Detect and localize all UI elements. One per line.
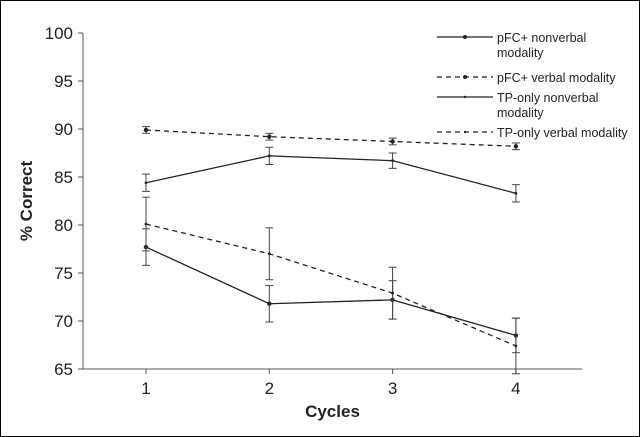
- y-tick-label: 100: [45, 24, 73, 43]
- series-4-point: [267, 252, 271, 256]
- y-tick-label: 80: [54, 216, 73, 235]
- series-3-point: [144, 181, 148, 185]
- x-tick-label: 1: [141, 379, 150, 398]
- series-4-point: [144, 222, 148, 226]
- series-2-point: [143, 127, 149, 133]
- y-tick-label: 90: [54, 120, 73, 139]
- series-2-line: [145, 129, 516, 147]
- y-tick-label: 75: [54, 264, 73, 283]
- y-axis-title: % Correct: [17, 161, 36, 242]
- legend-marker-3: [463, 95, 467, 99]
- legend-label-1: modality: [497, 46, 544, 60]
- series-1-line: [145, 246, 517, 337]
- x-tick-label: 2: [265, 379, 274, 398]
- series-3-point: [391, 159, 394, 163]
- series-3-line: [145, 155, 517, 194]
- series-3-point: [514, 191, 518, 195]
- y-tick-label: 85: [54, 168, 73, 187]
- series-2-point: [390, 139, 395, 144]
- legend-label-4: TP-only verbal modality: [497, 126, 628, 140]
- x-axis-title: Cycles: [305, 402, 360, 421]
- legend-marker-1: [463, 35, 467, 39]
- legend-marker-4: [463, 130, 467, 134]
- legend-label-1: pFC+ nonverbal: [497, 31, 586, 45]
- series-2-point: [267, 134, 272, 139]
- series-4-line: [145, 223, 517, 347]
- series-4-point: [391, 291, 394, 295]
- x-tick-label: 3: [388, 379, 397, 398]
- series-1-point: [267, 301, 272, 306]
- legend-label-3: modality: [497, 106, 544, 120]
- legend-label-3: TP-only nonverbal: [497, 91, 598, 105]
- legend-marker-2: [463, 75, 467, 79]
- series-4-point: [514, 344, 518, 348]
- series-3-point: [267, 154, 271, 158]
- x-tick-label: 4: [511, 379, 520, 398]
- y-tick-label: 65: [54, 360, 73, 379]
- legend-label-2: pFC+ verbal modality: [497, 71, 616, 85]
- series-2-point: [513, 144, 519, 149]
- y-tick-label: 70: [54, 312, 73, 331]
- y-tick-label: 95: [54, 72, 73, 91]
